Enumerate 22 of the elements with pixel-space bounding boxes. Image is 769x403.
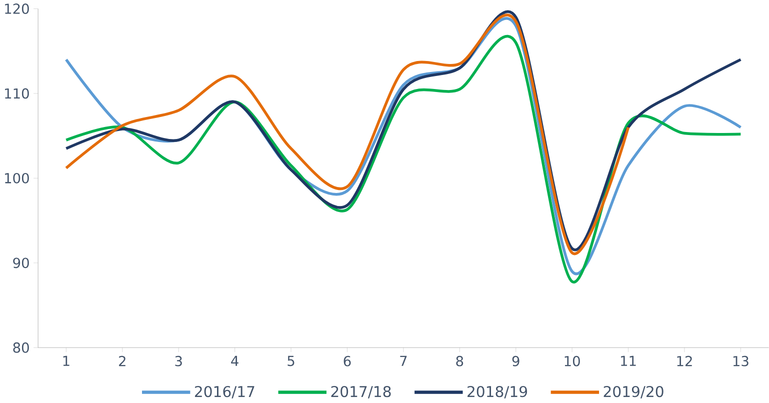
x-tick-label: 11	[621, 356, 636, 366]
x-tick-label: 13	[733, 356, 748, 366]
x-tick-label: 10	[564, 356, 580, 366]
x-tick-label: 6	[344, 356, 351, 366]
legend-label: 2019/20	[604, 386, 664, 398]
legend-label: 2016/17	[194, 386, 254, 398]
x-tick-label: 3	[175, 356, 182, 366]
x-tick-label: 8	[456, 356, 464, 366]
x-tick-label: 7	[400, 356, 407, 366]
x-tick-label: 2	[119, 356, 126, 366]
x-tick-label: 5	[288, 356, 294, 366]
x-tick-label: 4	[231, 356, 238, 366]
y-tick-label: 120	[5, 4, 29, 14]
y-tick-label: 90	[13, 258, 29, 268]
y-tick-label: 110	[5, 88, 29, 99]
legend-label: 2017/18	[331, 386, 391, 398]
y-tick-label: 100	[5, 173, 29, 184]
x-tick-label: 12	[677, 356, 692, 366]
x-tick-label: 9	[512, 356, 520, 366]
x-tick-label: 1	[63, 356, 70, 366]
legend-label: 2018/19	[468, 386, 527, 398]
y-tick-label: 80	[13, 342, 29, 353]
